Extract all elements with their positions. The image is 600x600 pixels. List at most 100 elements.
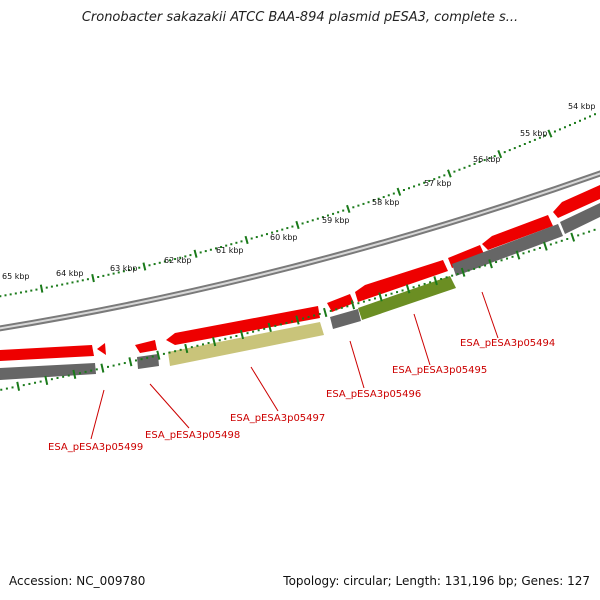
outer-minor-tick [117,271,120,274]
inner-minor-tick [190,346,193,349]
outer-minor-tick [179,256,182,259]
gene-label-05497[interactable]: ESA_pESA3p05497 [230,413,325,424]
inner-minor-tick [451,274,454,277]
outer-minor-tick [199,251,202,254]
inner-minor-tick [423,282,426,285]
inner-major-tick [460,267,466,277]
outer-minor-tick [301,222,304,225]
inner-minor-tick [582,232,585,235]
inner-minor-tick [67,374,70,377]
inner-major-tick [515,250,521,260]
outer-minor-tick [138,266,141,269]
outer-major-tick [447,169,452,178]
gene-red-6 [355,260,448,302]
outer-minor-tick [563,126,566,129]
inner-major-tick [405,284,411,294]
inner-minor-tick [235,335,238,337]
outer-minor-tick [209,248,212,251]
inner-minor-tick [39,380,42,383]
inner-minor-tick [274,324,277,327]
outer-minor-tick [271,231,274,234]
outer-minor-tick [382,196,385,199]
outer-minor-tick [321,216,324,219]
inner-minor-tick [207,342,210,345]
inner-minor-tick [162,352,165,355]
outer-minor-tick [50,285,53,288]
inner-minor-tick [467,269,470,272]
outer-minor-tick [326,214,329,217]
outer-minor-tick [61,283,64,286]
outer-minor-tick [568,124,571,127]
inner-minor-tick [500,259,503,262]
outer-major-tick [497,150,503,159]
outer-minor-tick [593,113,596,116]
gene-red-9 [553,185,600,218]
inner-minor-tick [593,228,596,231]
inner-minor-tick [418,284,421,287]
inner-minor-tick [401,289,404,292]
outer-minor-tick [453,170,456,173]
inner-minor-tick [174,350,177,353]
outer-minor-tick [265,233,268,236]
inner-minor-tick [390,292,393,295]
outer-minor-tick [86,278,89,281]
outer-minor-tick [174,258,177,260]
gene-label-05496[interactable]: ESA_pESA3p05496 [326,389,421,400]
kbp-label-55: 55 kbp [520,129,548,138]
outer-minor-tick [168,259,171,262]
inner-minor-tick [335,308,338,311]
gene-label-05499[interactable]: ESA_pESA3p05499 [48,442,143,453]
gene-label-05495[interactable]: ESA_pESA3p05495 [392,365,487,376]
inner-major-tick [295,315,300,325]
outer-minor-tick [407,187,410,190]
outer-minor-tick [473,162,476,165]
inner-minor-tick [357,302,360,305]
leader-line-05498 [149,383,190,429]
inner-major-tick [378,292,383,302]
inner-minor-tick [62,375,65,378]
outer-minor-tick [538,136,541,139]
outer-minor-tick [153,263,156,266]
inner-minor-tick [533,248,536,251]
kbp-label-60: 60 kbp [270,233,298,242]
outer-minor-tick [184,255,187,258]
inner-minor-tick [560,239,563,242]
outer-minor-tick [357,204,360,207]
outer-minor-tick [483,159,486,162]
inner-major-tick [44,375,49,386]
inner-minor-tick [396,291,399,294]
inner-minor-tick [373,297,376,300]
outer-minor-tick [19,291,22,294]
gene-olive-1 [358,276,456,320]
inner-minor-tick [313,314,316,317]
inner-minor-tick [445,276,448,279]
outer-minor-tick [377,197,380,200]
inner-minor-tick [307,316,310,319]
inner-minor-tick [218,339,221,342]
inner-minor-tick [201,343,204,346]
inner-minor-tick [0,388,3,391]
outer-minor-tick [478,161,481,163]
inner-minor-tick [285,321,288,324]
outer-major-tick [39,284,44,293]
gene-label-05494[interactable]: ESA_pESA3p05494 [460,338,555,349]
gene-gray-4 [452,224,563,276]
gene-red-1 [0,345,94,361]
outer-major-tick [142,262,147,271]
gene-label-05498[interactable]: ESA_pESA3p05498 [145,430,240,441]
inner-major-tick [543,241,548,251]
inner-minor-tick [368,299,371,302]
inner-major-tick [433,276,438,286]
outer-major-tick [244,235,249,245]
outer-minor-tick [158,261,161,264]
outer-minor-tick [523,143,526,145]
kbp-label-57: 57 kbp [424,179,452,188]
inner-minor-tick [78,372,81,375]
outer-minor-tick [533,138,536,141]
outer-minor-tick [240,240,243,243]
inner-minor-tick [522,252,525,255]
outer-minor-tick [352,206,355,209]
outer-minor-tick [583,117,586,120]
